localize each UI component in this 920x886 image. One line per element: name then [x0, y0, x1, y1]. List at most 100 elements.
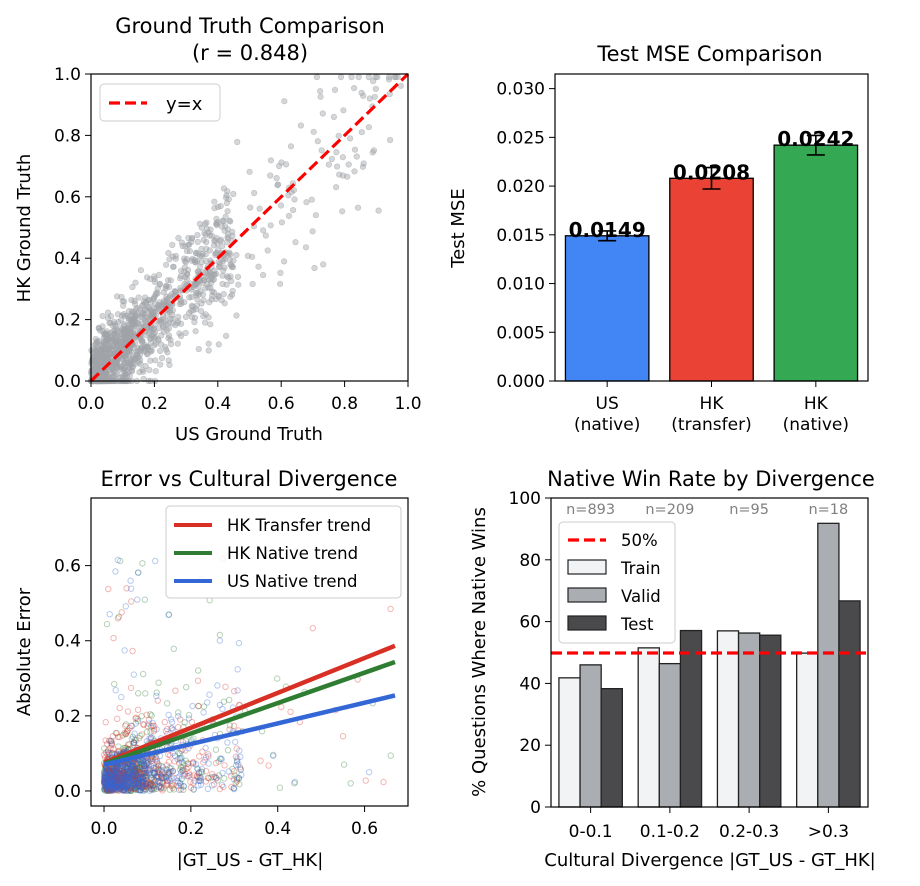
subtitle-ground-truth: (r = 0.848): [192, 41, 308, 65]
scatter-point: [191, 314, 198, 321]
scatter-point: [205, 340, 212, 347]
scatter-point: [158, 332, 165, 339]
scatter-point: [107, 313, 115, 320]
bar: [773, 144, 859, 382]
scatter-point: [277, 202, 285, 209]
scatter-point: [114, 615, 122, 622]
scatter-point: [202, 273, 209, 281]
scatter-point: [235, 281, 242, 288]
scatter-point: [354, 204, 362, 211]
scatter-point: [148, 339, 155, 347]
scatter-point: [214, 682, 221, 689]
ylabel-win-rate: % Questions Where Native Wins: [469, 507, 490, 797]
scatter-point: [303, 199, 310, 206]
scatter-point: [311, 264, 318, 272]
scatter-point: [147, 357, 154, 364]
scatter-point: [228, 278, 235, 285]
scatter-point: [195, 667, 202, 674]
scatter-point: [176, 300, 183, 308]
y-tick-label: 0.4: [54, 249, 81, 269]
scatter-point: [116, 339, 123, 346]
x-tick-label: 0.1-0.2: [640, 822, 700, 842]
scatter-point: [130, 321, 137, 328]
scatter-point: [194, 677, 202, 684]
count-label: n=893: [566, 502, 615, 518]
scatter-point: [157, 361, 164, 368]
scatter-point: [224, 234, 231, 241]
scatter-point: [142, 300, 149, 307]
scatter-point: [162, 343, 169, 350]
scatter-point: [221, 775, 228, 782]
trend-lines: [103, 643, 396, 767]
scatter-point: [142, 690, 149, 697]
scatter-point: [164, 700, 171, 707]
x-tick-label: HK: [804, 394, 829, 414]
scatter-point: [130, 671, 138, 678]
scatter-point: [285, 192, 292, 199]
scatter-point: [256, 205, 263, 212]
count-label: n=95: [729, 502, 769, 518]
scatter-point: [274, 182, 281, 189]
scatter-point: [359, 163, 367, 170]
scatter-point: [319, 110, 326, 117]
legend-label-test: Test: [620, 615, 654, 634]
title-win-rate: Native Win Rate by Divergence: [547, 467, 875, 491]
scatter-point: [387, 137, 394, 144]
scatter-point: [351, 168, 358, 175]
scatter-point: [276, 162, 283, 170]
scatter-point: [152, 357, 159, 364]
scatter-point: [94, 339, 101, 346]
scatter-point: [192, 250, 200, 257]
y-tick-label: 0.2: [54, 311, 81, 331]
bar: [679, 629, 703, 808]
scatter-point: [175, 313, 182, 320]
scatter-point: [234, 138, 241, 146]
scatter-point: [138, 713, 145, 720]
scatter-point: [189, 303, 196, 310]
scatter-point: [163, 261, 170, 268]
scatter-point: [220, 267, 227, 274]
scatter-point: [310, 128, 317, 135]
scatter-point: [140, 670, 147, 678]
scatter-point: [260, 272, 267, 279]
scatter-point: [139, 337, 146, 344]
scatter-point: [216, 631, 224, 639]
scatter-point: [219, 280, 226, 288]
scatter-point: [128, 356, 135, 364]
scatter-point: [155, 679, 162, 686]
y-tick-label: 0.005: [496, 323, 545, 343]
y-tick-label: 0.0: [54, 372, 81, 392]
scatter-point: [129, 647, 136, 655]
scatter-point: [207, 226, 214, 233]
panel-win-rate: Native Win Rate by Divergence n=893 n=209…: [469, 467, 876, 871]
scatter-point: [255, 263, 262, 270]
scatter-point: [170, 263, 177, 270]
scatter-point: [249, 281, 256, 288]
scatter-point: [179, 242, 186, 250]
bar: [737, 632, 761, 808]
scatter-point: [320, 261, 327, 268]
scatter-point: [372, 85, 379, 92]
x-tick-label: 0.8: [331, 394, 358, 414]
scatter-point: [362, 777, 369, 784]
scatter-point: [358, 89, 365, 96]
scatter-point: [157, 347, 164, 355]
scatter-point: [234, 666, 241, 673]
scatter-point: [211, 198, 218, 205]
scatter-point: [105, 585, 112, 593]
scatter-point: [251, 189, 258, 197]
scatter-point: [223, 239, 230, 246]
scatter-point: [167, 315, 174, 322]
scatter-point: [206, 299, 213, 306]
scatter-point: [206, 247, 213, 254]
scatter-point: [233, 312, 240, 319]
ylabel-ground-truth: HK Ground Truth: [14, 154, 35, 303]
scatter-point: [365, 73, 372, 81]
scatter-point: [226, 217, 233, 224]
scatter-point: [182, 313, 189, 321]
scatter-point: [131, 297, 138, 305]
scatter-point: [142, 294, 149, 301]
scatter-point: [370, 77, 377, 85]
scatter-point: [185, 266, 192, 274]
